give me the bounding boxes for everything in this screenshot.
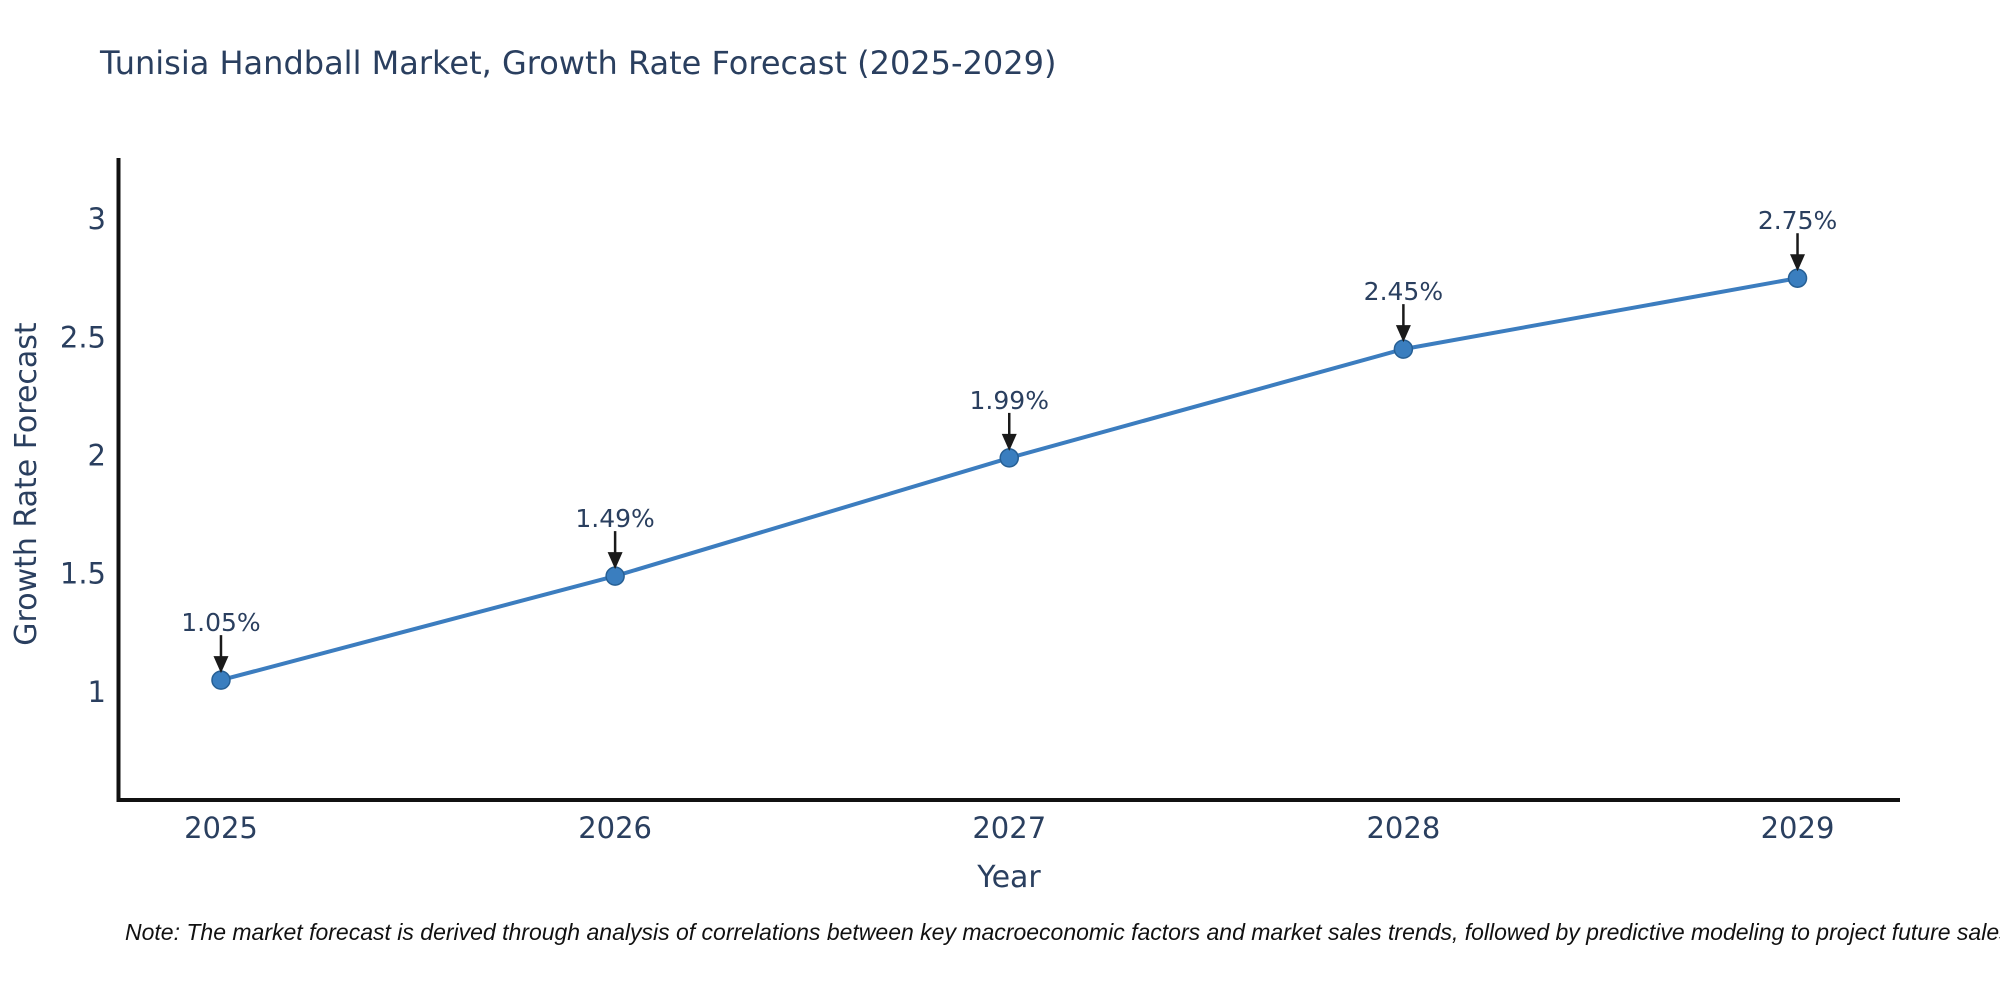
x-tick-label: 2025 <box>184 811 258 845</box>
annotation-arrowhead <box>213 656 229 674</box>
y-tick-label: 2.5 <box>60 320 106 354</box>
chart-title: Tunisia Handball Market, Growth Rate For… <box>100 44 1057 82</box>
annotation-arrowhead <box>1790 254 1806 272</box>
x-tick-label: 2028 <box>1366 811 1440 845</box>
x-tick-label: 2029 <box>1761 811 1835 845</box>
data-point <box>1393 339 1414 359</box>
annotation-label: 1.49% <box>575 504 654 533</box>
y-tick-label: 3 <box>88 202 106 236</box>
data-point <box>211 670 231 690</box>
y-tick-label: 2 <box>88 439 106 473</box>
data-point <box>999 448 1019 468</box>
annotation-label: 1.05% <box>181 608 260 637</box>
y-tick-label: 1.5 <box>60 557 106 591</box>
footnote: Note: The market forecast is derived thr… <box>125 919 2000 945</box>
annotation-arrowhead <box>1395 325 1411 343</box>
annotation-label: 2.75% <box>1758 206 1837 235</box>
data-point <box>1787 268 1808 288</box>
data-point <box>605 566 625 586</box>
x-tick-label: 2026 <box>578 811 652 845</box>
series-line <box>220 276 1798 683</box>
annotation-arrowhead <box>607 552 623 570</box>
annotation-label: 1.99% <box>970 386 1049 415</box>
y-axis-title: Growth Rate Forecast <box>9 322 44 646</box>
annotation-arrowhead <box>1001 433 1017 451</box>
x-axis-title: Year <box>977 860 1041 895</box>
y-tick-label: 1 <box>88 675 106 709</box>
annotation-label: 2.45% <box>1364 277 1443 306</box>
x-tick-label: 2027 <box>972 811 1046 845</box>
